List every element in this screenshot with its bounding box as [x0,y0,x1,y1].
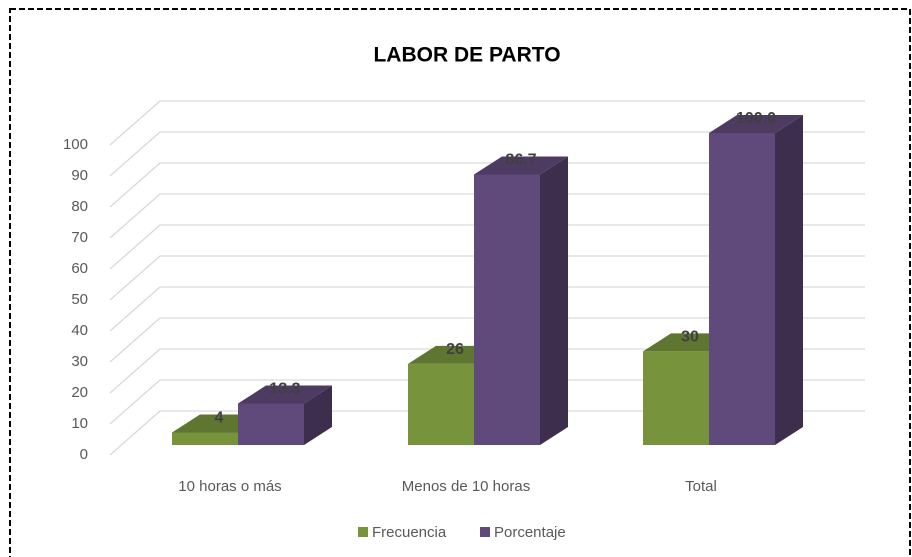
data-label: 100.0 [736,110,776,127]
bar [238,385,332,445]
bar-face [238,403,304,445]
y-tick-label: 30 [71,353,88,370]
bar-face [238,385,332,404]
bar-face [408,363,474,445]
grid-line [109,224,865,270]
bar-face [540,156,568,445]
grid-line [109,193,865,239]
y-tick-label: 20 [71,384,88,401]
data-label: 86.7 [505,152,536,169]
chart-border [9,8,911,557]
y-tick-label: 0 [80,446,88,463]
legend-label: Frecuencia [372,524,447,541]
bar-face [474,156,568,175]
y-tick-label: 70 [71,229,88,246]
grid-line [109,317,865,363]
bar-face [775,115,803,445]
bar [474,156,568,445]
bar-face [709,133,775,445]
grid-line [109,410,865,456]
grid-line [109,100,865,146]
y-tick-label: 90 [71,167,88,184]
legend-swatch [480,527,490,537]
data-label: 4 [215,410,224,427]
grid-line [109,379,865,425]
bar [709,115,803,445]
grid-line [109,131,865,177]
grid-line [109,286,865,332]
data-label: 30 [681,329,699,346]
x-tick-label: Menos de 10 horas [402,478,530,495]
x-tick-label: Total [685,478,717,495]
grid-line [109,162,865,208]
chart-title: LABOR DE PARTO [373,44,560,67]
y-tick-label: 10 [71,415,88,432]
grid-line [109,348,865,394]
data-label: 26 [446,341,464,358]
bar-face [643,351,709,445]
bar-face [709,115,803,133]
y-tick-label: 60 [71,260,88,277]
bar-face [474,174,540,445]
legend-label: Porcentaje [494,524,566,541]
bar-face [172,432,238,445]
x-tick-label: 10 horas o más [178,478,281,495]
data-label: 13.3 [269,381,300,398]
legend-swatch [358,527,368,537]
bar-face [304,385,332,445]
y-tick-label: 40 [71,322,88,339]
grid-line [109,255,865,301]
y-tick-label: 100 [63,136,88,153]
y-tick-label: 50 [71,291,88,308]
y-tick-label: 80 [71,198,88,215]
